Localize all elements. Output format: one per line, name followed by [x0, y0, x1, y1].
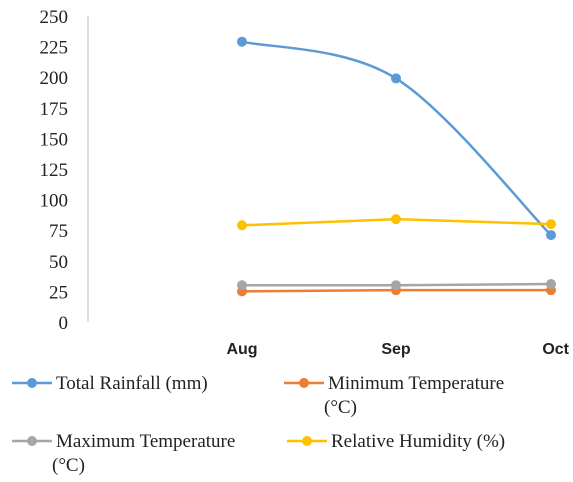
y-tick-labels: 0 25 50 75 100 125 150 175 200 225 250: [40, 7, 69, 334]
data-point: [546, 219, 556, 230]
legend-item: Relative Humidity (%): [287, 431, 505, 452]
data-point: [546, 279, 556, 290]
legend-marker: [302, 436, 312, 446]
legend-label: Total Rainfall (mm): [56, 373, 208, 394]
legend-label: Minimum Temperature: [328, 373, 504, 394]
y-tick-label: 225: [40, 38, 69, 59]
y-tick-label: 125: [40, 160, 69, 181]
legend-item: Minimum Temperature (°C): [284, 373, 504, 418]
legend-marker: [299, 378, 309, 388]
data-point: [237, 36, 247, 47]
y-tick-label: 0: [59, 313, 69, 334]
legend-label: Relative Humidity (%): [331, 431, 505, 452]
y-tick-label: 150: [40, 129, 69, 150]
legend-label: Maximum Temperature: [56, 431, 235, 452]
legend-marker: [27, 436, 37, 446]
data-point: [391, 214, 401, 225]
legend-label: (°C): [52, 455, 85, 476]
x-tick-labels: Aug Sep Oct: [226, 341, 569, 358]
y-tick-label: 25: [49, 282, 68, 303]
y-tick-label: 175: [40, 99, 69, 120]
legend-label: (°C): [324, 397, 357, 418]
y-tick-label: 200: [40, 68, 69, 89]
x-tick-label: Oct: [542, 341, 569, 358]
y-tick-label: 250: [40, 7, 69, 28]
y-tick-label: 75: [49, 221, 68, 242]
data-point: [391, 280, 401, 291]
data-point: [237, 280, 247, 291]
data-point: [237, 220, 247, 231]
data-point: [546, 230, 556, 241]
series-line: [241, 40, 552, 236]
x-tick-label: Aug: [226, 341, 257, 358]
x-tick-label: Sep: [381, 341, 411, 358]
legend-item: Total Rainfall (mm): [12, 373, 208, 394]
y-tick-label: 50: [49, 252, 68, 273]
series-lines: [237, 36, 556, 297]
legend: Total Rainfall (mm) Minimum Temperature (°…: [12, 373, 505, 476]
y-tick-label: 100: [40, 191, 69, 212]
legend-item: Maximum Temperature (°C): [12, 431, 235, 476]
data-point: [391, 73, 401, 84]
legend-marker: [27, 378, 37, 388]
